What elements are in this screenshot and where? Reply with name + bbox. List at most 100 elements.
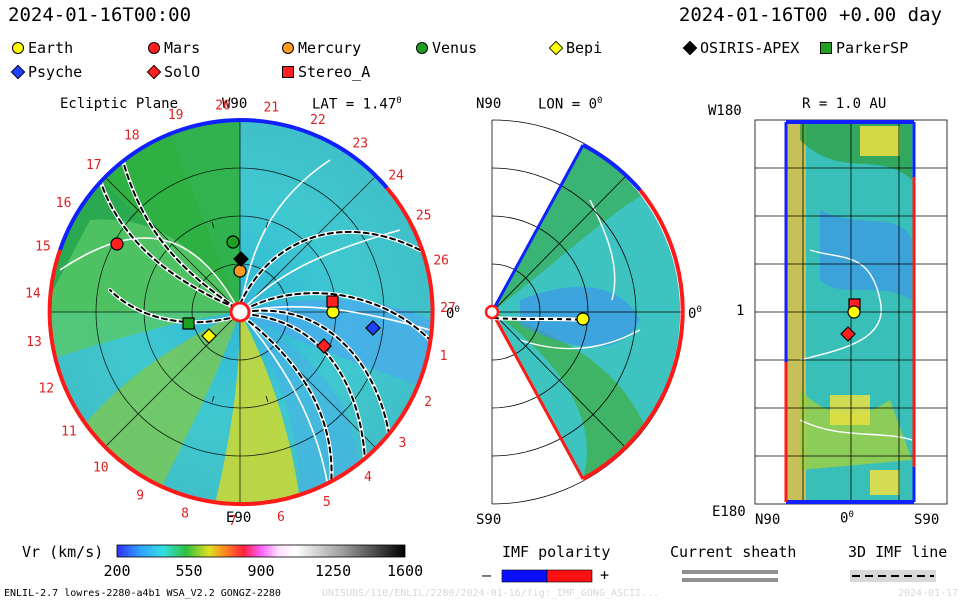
carrington-label: 18 — [124, 128, 140, 143]
carrington-label: 19 — [168, 108, 184, 123]
colorbar-tick: 200 — [103, 562, 131, 580]
radial-solo-marker — [840, 326, 856, 342]
carrington-label: 5 — [323, 495, 331, 510]
carrington-label: 25 — [416, 208, 432, 223]
imf-polarity-label: IMF polarity — [502, 543, 611, 561]
carrington-label: 15 — [35, 239, 51, 254]
sun-marker — [229, 301, 251, 323]
circle-marker-icon — [416, 42, 428, 54]
legend-label: OSIRIS-APEX — [700, 39, 800, 57]
carrington-label: 12 — [38, 382, 54, 397]
legend-label: Stereo_A — [298, 63, 371, 81]
colorbar-tick: 900 — [247, 562, 275, 580]
psyche-marker — [365, 320, 381, 336]
venus-marker — [226, 235, 240, 249]
imf-plus-bar — [546, 569, 593, 583]
ecliptic-bottom-label: E90 — [226, 510, 252, 526]
radial-bottom-left: E180 — [712, 504, 746, 520]
radial-x-mid: 00 — [840, 510, 854, 527]
earth-marker — [326, 305, 340, 319]
ecliptic-right-label: 00 — [446, 305, 460, 322]
circle-marker-icon — [282, 42, 294, 54]
mars-marker — [110, 237, 124, 251]
carrington-label: 2 — [424, 395, 432, 410]
carrington-label: 27 — [440, 301, 456, 316]
carrington-label: 1 — [440, 349, 448, 364]
legend-item-mars: Mars — [148, 39, 200, 57]
meridional-earth-marker — [576, 312, 590, 326]
carrington-label: 9 — [136, 489, 144, 504]
legend-item-venus: Venus — [416, 39, 477, 57]
radial-panel — [754, 119, 948, 505]
meridional-panel: 00 — [484, 119, 702, 505]
mercury-marker — [233, 264, 247, 278]
carrington-label: 16 — [56, 196, 72, 211]
carrington-label: 24 — [388, 169, 404, 184]
legend-item-osiris-apex: OSIRIS-APEX — [682, 39, 800, 57]
radial-earth-marker — [847, 305, 861, 319]
bepi-marker — [201, 328, 217, 344]
date-left: 2024-01-16T00:00 — [8, 4, 192, 26]
radial-x-right: S90 — [914, 512, 940, 528]
footer-run: UNISUBS/110/ENLIL/2280/2024-01-16/fig:_I… — [322, 588, 660, 599]
legend-label: Mercury — [298, 39, 362, 57]
meridional-right-label: 00 — [688, 305, 702, 322]
carrington-label: 22 — [310, 113, 326, 128]
carrington-label: 20 — [215, 99, 231, 114]
legend-label: Earth — [28, 39, 74, 57]
colorbar-tick: 1600 — [387, 562, 424, 580]
radial-mid-left: 1 — [736, 303, 745, 319]
carrington-label: 7 — [229, 514, 237, 529]
legend-label: Bepi — [566, 39, 603, 57]
carrington-label: 3 — [398, 436, 406, 451]
carrington-label: 13 — [26, 335, 42, 350]
carrington-label: 10 — [93, 461, 109, 476]
square-marker-icon — [282, 66, 294, 78]
legend-item-parkersp: ParkerSP — [820, 39, 908, 57]
legend-item-mercury: Mercury — [282, 39, 361, 57]
legend-item-stereo-a: Stereo_A — [282, 63, 370, 81]
imf-minus-bar — [501, 569, 548, 583]
colorbar-tick: 550 — [175, 562, 203, 580]
current-sheath-label: Current sheath — [670, 543, 797, 561]
footer-model: ENLIL-2.7 lowres-2280-a4b1 WSA_V2.2 GONG… — [4, 588, 281, 599]
footer-stamp: 2024-01-17 — [898, 588, 959, 599]
imf-plus-label: + — [600, 566, 610, 584]
circle-marker-icon — [148, 42, 160, 54]
legend-label: Venus — [432, 39, 478, 57]
carrington-label: 17 — [86, 158, 102, 173]
solo-marker — [316, 338, 332, 354]
legend-item-bepi: Bepi — [548, 39, 603, 57]
legend-label: Mars — [164, 39, 201, 57]
meridional-bottom-label: S90 — [476, 512, 502, 528]
current-sheath-line-1 — [682, 570, 778, 574]
radial-x-left: N90 — [755, 512, 781, 528]
legend-label: Psyche — [28, 63, 83, 81]
circle-marker-icon — [12, 42, 24, 54]
colorbar — [116, 544, 406, 558]
legend-item-psyche: Psyche — [10, 63, 83, 81]
parker-marker — [182, 317, 195, 330]
legend-item-earth: Earth — [12, 39, 73, 57]
carrington-label: 8 — [181, 507, 189, 522]
colorbar-tick: 1250 — [315, 562, 352, 580]
legend-label: ParkerSP — [836, 39, 909, 57]
date-right: 2024-01-16T00 +0.00 day — [678, 4, 942, 26]
carrington-label: 21 — [263, 100, 279, 115]
carrington-label: 23 — [352, 136, 368, 151]
colorbar-label: Vr (km/s) — [22, 543, 104, 561]
osiris-apex-marker — [233, 251, 249, 267]
ecliptic-top-label: W90 — [222, 96, 248, 112]
carrington-label: 6 — [277, 510, 285, 525]
ecliptic-title: Ecliptic Plane — [60, 96, 179, 112]
legend-item-solo: SolO — [146, 63, 200, 81]
imf-line-label: 3D IMF line — [848, 543, 948, 561]
stereo-a-marker — [326, 295, 339, 308]
radial-title: R = 1.0 AU — [802, 96, 887, 112]
carrington-label: 14 — [25, 287, 41, 302]
current-sheath-line-2 — [682, 578, 778, 582]
radial-top-left: W180 — [708, 103, 742, 119]
